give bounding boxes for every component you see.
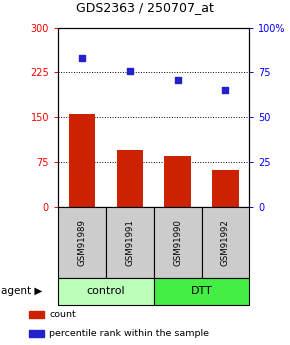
Bar <box>58 207 106 278</box>
Text: control: control <box>86 286 125 296</box>
Bar <box>58 278 154 305</box>
Text: GSM91992: GSM91992 <box>221 219 230 266</box>
Bar <box>154 207 202 278</box>
Point <box>175 77 180 82</box>
Bar <box>117 150 143 207</box>
Bar <box>69 114 95 207</box>
Text: percentile rank within the sample: percentile rank within the sample <box>49 329 209 338</box>
Text: GSM91991: GSM91991 <box>125 219 134 266</box>
Text: agent ▶: agent ▶ <box>1 286 43 296</box>
Point <box>128 68 132 73</box>
Point <box>223 88 228 93</box>
Point <box>79 55 84 61</box>
Bar <box>154 278 249 305</box>
Text: count: count <box>49 309 76 318</box>
Bar <box>202 207 249 278</box>
Bar <box>212 170 239 207</box>
Text: GDS2363 / 250707_at: GDS2363 / 250707_at <box>76 1 214 14</box>
Bar <box>164 156 191 207</box>
Text: GSM91990: GSM91990 <box>173 219 182 266</box>
Bar <box>29 310 44 318</box>
Bar <box>29 330 44 337</box>
Text: GSM91989: GSM91989 <box>77 219 86 266</box>
Bar <box>106 207 154 278</box>
Text: DTT: DTT <box>191 286 212 296</box>
